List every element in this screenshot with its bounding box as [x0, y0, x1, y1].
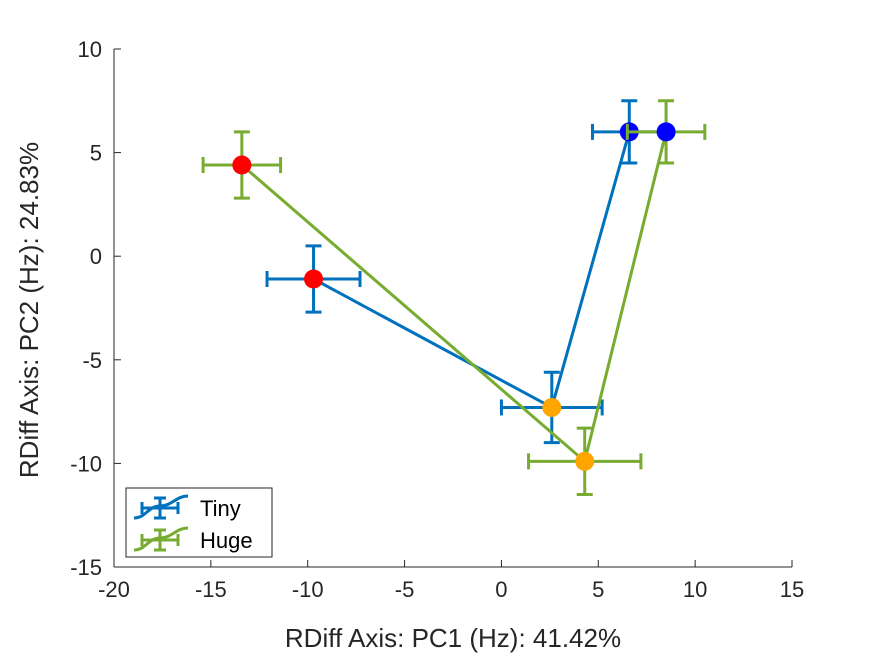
x-axis-title: RDiff Axis: PC1 (Hz): 41.42%	[285, 623, 621, 653]
y-tick-label: -10	[70, 451, 102, 476]
y-tick-label: -5	[82, 348, 102, 373]
data-point	[232, 155, 252, 175]
data-point	[304, 269, 324, 289]
legend-label: Huge	[200, 528, 253, 553]
series-layer	[201, 99, 707, 496]
legend: Tiny Huge	[125, 487, 273, 558]
series-huge	[201, 99, 707, 496]
x-tick-label: 10	[683, 577, 707, 602]
data-point	[575, 451, 595, 471]
y-tick-label: 5	[90, 141, 102, 166]
x-tick-label: -5	[395, 577, 415, 602]
x-tick-label: -10	[292, 577, 324, 602]
legend-swatch-huge	[133, 526, 189, 552]
data-point	[656, 122, 676, 142]
x-tick-label: 5	[592, 577, 604, 602]
x-tick-label: -15	[195, 577, 227, 602]
x-tick-label: 0	[495, 577, 507, 602]
x-tick-label: 15	[780, 577, 804, 602]
legend-box	[125, 487, 273, 558]
y-tick-label: -15	[70, 555, 102, 580]
y-axis-title: RDiff Axis: PC2 (Hz): 24.83%	[14, 142, 44, 478]
data-point	[542, 397, 562, 417]
legend-label: Tiny	[200, 496, 241, 521]
y-tick-label: 10	[78, 37, 102, 62]
x-tick-label: -20	[98, 577, 130, 602]
plot-area	[114, 49, 792, 567]
legend-swatch-tiny	[133, 494, 189, 520]
y-tick-label: 0	[90, 244, 102, 269]
